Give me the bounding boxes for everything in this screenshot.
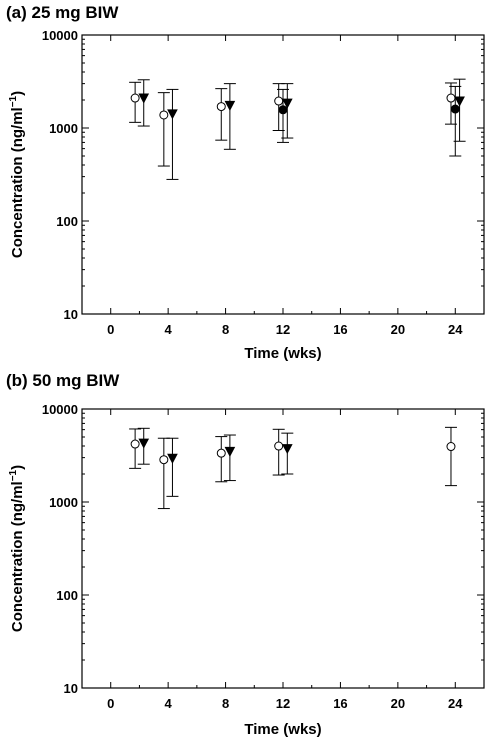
x-tick-label: 8	[222, 696, 229, 711]
x-tick-label: 20	[391, 322, 405, 337]
data-point-filled-triangle	[281, 98, 293, 109]
x-tick-label: 0	[107, 696, 114, 711]
panel-b: (b) 50 mg BIW 0 4 8 12 16 20 24 10 100 1000 10000 Ti…	[6, 371, 485, 738]
data-point-filled-triangle	[167, 109, 178, 120]
data-point-open-circle	[446, 442, 456, 452]
data-point-open-circle	[130, 439, 140, 449]
y-tick-label: 10	[64, 307, 78, 322]
y-tick-label: 10000	[42, 402, 78, 417]
x-tick-label: 0	[107, 322, 114, 337]
data-point-filled-triangle	[138, 93, 150, 104]
y-tick-label: 10000	[42, 28, 78, 43]
y-axis-label-sup: −1	[8, 469, 19, 481]
x-axis-label: Time (wks)	[244, 345, 321, 362]
y-axis-label-main: Concentration (ng/ml	[9, 481, 26, 632]
panel-title: (b) 50 mg BIW	[6, 371, 120, 390]
data-point-filled-triangle	[281, 444, 293, 455]
x-tick-label: 4	[165, 696, 173, 711]
y-tick-label: 100	[56, 214, 78, 229]
x-tick-label: 16	[333, 696, 347, 711]
data-point-filled-triangle	[167, 453, 178, 464]
data-point-open-circle	[130, 93, 140, 103]
y-tick-label: 100	[56, 588, 78, 603]
y-axis-label-close: )	[9, 91, 26, 96]
data-point-filled-triangle	[454, 96, 465, 107]
x-tick-label: 12	[276, 696, 290, 711]
data-point-filled-circle	[450, 104, 460, 114]
panel-title: (a) 25 mg BIW	[6, 3, 119, 22]
panel-a: (a) 25 mg BIW 0 4 8 12 16 20 24 10 100 1000 10000 Ti…	[6, 3, 485, 362]
x-tick-label: 4	[165, 322, 173, 337]
data-point-open-circle	[216, 448, 226, 458]
plot-frame	[81, 408, 485, 689]
x-tick-label: 24	[448, 696, 463, 711]
x-tick-label: 20	[391, 696, 405, 711]
y-axis-label-main: Concentration (ng/ml	[9, 107, 26, 258]
x-tick-label: 24	[448, 322, 463, 337]
x-tick-label: 8	[222, 322, 229, 337]
data-point-open-circle	[216, 102, 226, 112]
plot-frame	[81, 34, 485, 315]
data-point-open-circle	[446, 93, 456, 103]
y-tick-label: 10	[64, 681, 78, 696]
y-tick-label: 1000	[49, 121, 78, 136]
x-axis-label: Time (wks)	[244, 721, 321, 738]
data-point-filled-triangle	[138, 438, 150, 449]
y-axis-label-sup: −1	[8, 95, 19, 107]
y-axis-label-close: )	[9, 465, 26, 470]
data-point-open-circle	[274, 441, 284, 451]
data-point-open-circle	[274, 96, 284, 106]
data-point-open-circle	[159, 110, 169, 120]
data-point-filled-triangle	[224, 100, 236, 111]
x-tick-label: 16	[333, 322, 347, 337]
data-point-open-circle	[159, 455, 169, 465]
y-axis-label: Concentration (ng/ml−1)	[8, 91, 26, 258]
data-point-filled-circle	[278, 105, 288, 115]
data-point-filled-triangle	[224, 446, 236, 457]
y-tick-label: 1000	[49, 495, 78, 510]
y-axis-label: Concentration (ng/ml−1)	[8, 465, 26, 632]
x-tick-label: 12	[276, 322, 290, 337]
